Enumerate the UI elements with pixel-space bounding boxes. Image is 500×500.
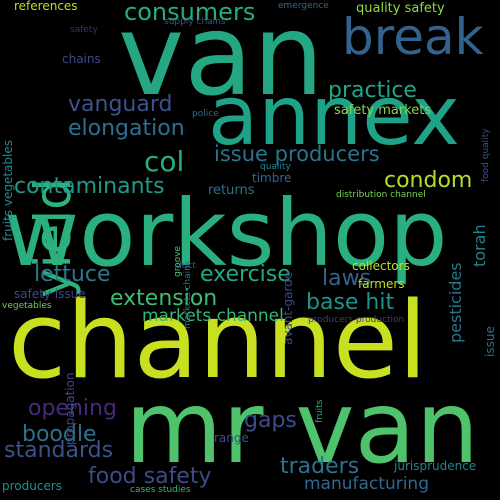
word-channel: channel xyxy=(8,279,428,402)
word-vegetables: vegetables xyxy=(2,301,52,311)
word-range: range xyxy=(214,431,249,445)
word-standards: standards xyxy=(4,438,114,463)
word-issue: issue xyxy=(483,326,497,357)
word-base-hit: base hit xyxy=(306,290,395,315)
word-returns: returns xyxy=(208,183,255,198)
word-elongation: elongation xyxy=(68,116,185,141)
word-condom: condom xyxy=(384,168,473,193)
word-fruits: fruits xyxy=(315,399,325,423)
word-quality: quality xyxy=(260,162,291,172)
word-collectors: collectors xyxy=(352,259,410,273)
word-lettuce: lettuce xyxy=(34,262,111,287)
word-opening: opening xyxy=(28,396,117,421)
word-food-quality: food quality xyxy=(481,128,491,182)
word-gaps: gaps xyxy=(244,408,297,433)
word-issue-producers: issue producers xyxy=(214,142,380,166)
word-farmers: farmers xyxy=(358,277,405,291)
word-quality-safety: quality safety xyxy=(356,1,445,16)
word-supply-chains: supply chains xyxy=(164,17,226,27)
word-workshop: workshop xyxy=(4,180,448,287)
word-markets-chains: markets chains xyxy=(183,260,193,329)
word-col: col xyxy=(144,145,185,178)
word-torah: torah xyxy=(470,224,489,267)
word-traders: traders xyxy=(280,454,360,479)
word-cases-studies: cases studies xyxy=(130,485,191,495)
word-manufacturing: manufacturing xyxy=(304,474,429,494)
word-emergence: emergence xyxy=(278,1,329,11)
word-laws: laws xyxy=(322,266,372,291)
word-extension: extension xyxy=(110,286,218,311)
word-safety-issue: safety issue xyxy=(14,287,86,301)
word-groove: groove xyxy=(173,245,183,277)
word-safety-markets: safety markets xyxy=(334,103,432,118)
word-propagation: propagation xyxy=(63,372,77,445)
word-police: police xyxy=(192,109,219,119)
word-vanguard: vanguard xyxy=(68,92,173,117)
word-exercise: exercise xyxy=(200,262,291,287)
word-food-safety: food safety xyxy=(88,464,212,489)
word-mr-van: mr van xyxy=(125,369,480,486)
word-van: van xyxy=(118,0,324,121)
word-annex: annex xyxy=(208,69,460,164)
word-contaminants: contaminants xyxy=(14,174,165,199)
word-consumers: consumers xyxy=(124,0,256,26)
word-references: references xyxy=(14,0,78,13)
word-producers: producers xyxy=(2,479,63,493)
word-practice: practice xyxy=(328,78,417,103)
word-jurisprudence: jurisprudence xyxy=(394,459,477,473)
word-safety: safety xyxy=(70,25,98,35)
word-distribution-channel: distribution channel xyxy=(336,190,426,200)
word-chains: chains xyxy=(62,52,101,66)
word-avant-garde: avant-garde xyxy=(281,271,295,345)
word-producers-production: producers production xyxy=(308,315,405,325)
word-pesticides: pesticides xyxy=(446,262,465,343)
word-duct: duct xyxy=(176,261,196,271)
word-markets-channel: markets channel xyxy=(142,306,284,326)
word-boodle: boodle xyxy=(22,422,97,447)
word-timbre: timbre xyxy=(252,171,292,185)
word-break: break xyxy=(342,8,484,66)
word-fruits-vegetables: fruits vegetables xyxy=(1,140,15,241)
